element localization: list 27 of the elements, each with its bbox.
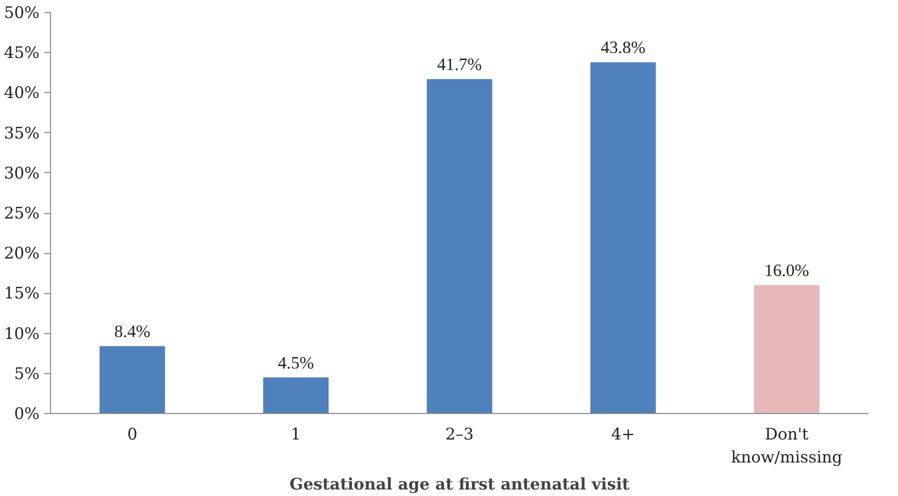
bar <box>426 79 492 414</box>
bar <box>263 377 329 414</box>
y-tick-label: 0% <box>14 404 40 423</box>
data-label: 41.7% <box>437 55 482 74</box>
bar <box>100 346 166 414</box>
data-label: 8.4% <box>114 322 150 342</box>
x-tick-label: 1 <box>290 424 301 444</box>
x-axis-title: Gestational age at first antenatal visit <box>290 474 630 494</box>
y-tick-label: 35% <box>4 123 40 142</box>
y-tick-label: 20% <box>4 244 40 263</box>
y-tick-label: 45% <box>4 43 40 62</box>
data-label: 16.0% <box>764 261 810 280</box>
x-tick-label: 2–3 <box>445 424 474 444</box>
bar <box>754 285 820 414</box>
bar <box>590 62 656 414</box>
y-tick-label: 30% <box>4 163 40 182</box>
x-tick-label: 4+ <box>611 424 635 444</box>
y-tick-label: 5% <box>14 364 40 383</box>
x-tick-label: 0 <box>127 424 138 444</box>
data-label: 4.5% <box>278 353 314 372</box>
y-tick-label: 10% <box>4 324 40 343</box>
y-tick-label: 15% <box>4 284 40 303</box>
x-tick-label: Don't know/missing <box>731 424 842 466</box>
y-tick-label: 50% <box>4 3 40 22</box>
y-tick-label: 40% <box>4 83 40 102</box>
y-tick-label: 25% <box>4 204 40 222</box>
data-label: 43.8% <box>600 38 646 58</box>
